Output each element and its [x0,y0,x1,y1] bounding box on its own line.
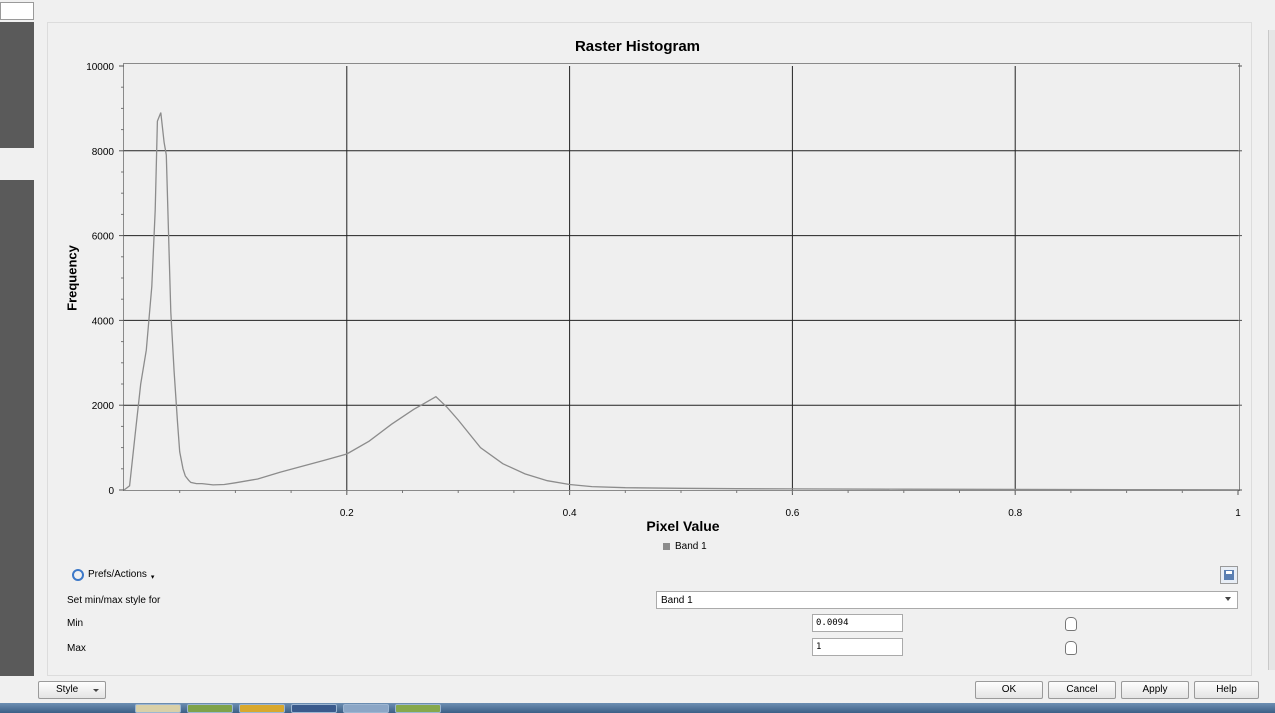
taskbar-browser-icon[interactable] [239,704,285,713]
taskbar-folder-icon[interactable] [135,704,181,713]
max-input[interactable] [812,638,903,656]
x-tick-label: 0.8 [1008,508,1022,519]
x-tick-label: 0.4 [563,508,577,519]
y-tick-label: 10000 [86,62,114,73]
prefs-actions-button[interactable]: Prefs/Actions ▾ [72,568,154,581]
taskbar-app-icon[interactable] [187,704,233,713]
left-panel-upper [0,22,34,148]
chevron-down-icon [93,689,99,692]
set-minmax-label: Set min/max style for [67,595,161,606]
help-button[interactable]: Help [1194,681,1259,699]
taskbar-qgis-icon[interactable] [395,704,441,713]
min-input[interactable] [812,614,903,632]
taskbar-terminal-icon[interactable] [291,704,337,713]
chart-title: Raster Histogram [574,38,701,55]
apply-button[interactable]: Apply [1121,681,1189,699]
y-tick-label: 6000 [92,232,115,243]
zoom-tool-icon [72,568,84,581]
left-panel-lower [0,180,34,676]
band-select-value: Band 1 [661,595,693,606]
chart-legend: Band 1 [663,541,707,552]
hand-pointer-icon[interactable] [1065,641,1077,655]
min-label: Min [67,618,84,629]
hand-pointer-icon[interactable] [1065,617,1077,631]
save-chart-button[interactable] [1220,566,1238,584]
y-tick-label: 0 [108,486,114,497]
x-tick-label: 0.2 [340,508,354,519]
left-top-input[interactable] [0,2,34,20]
style-button[interactable]: Style [38,681,106,699]
style-button-label: Style [56,684,79,695]
save-icon [1224,570,1234,580]
right-scroll-edge[interactable] [1268,30,1275,670]
legend-swatch [663,543,670,550]
chevron-down-icon: ▾ [150,574,155,581]
taskbar [0,703,1275,713]
ok-button[interactable]: OK [975,681,1043,699]
y-tick-label: 4000 [92,316,115,327]
max-label: Max [67,643,86,654]
x-axis-label: Pixel Value [646,518,720,534]
y-tick-label: 8000 [92,147,115,158]
series-line-band-1 [123,112,1239,491]
legend-label: Band 1 [675,541,707,552]
y-tick-label: 2000 [92,401,115,412]
taskbar-window-icon[interactable] [343,704,389,713]
prefs-actions-label: Prefs/Actions [88,569,147,580]
x-tick-label: 1 [1235,508,1241,519]
plot-area [123,63,1240,491]
cancel-button[interactable]: Cancel [1048,681,1116,699]
band-select[interactable]: Band 1 [656,591,1238,609]
chevron-down-icon [1225,597,1231,601]
x-tick-label: 0.6 [785,508,799,519]
